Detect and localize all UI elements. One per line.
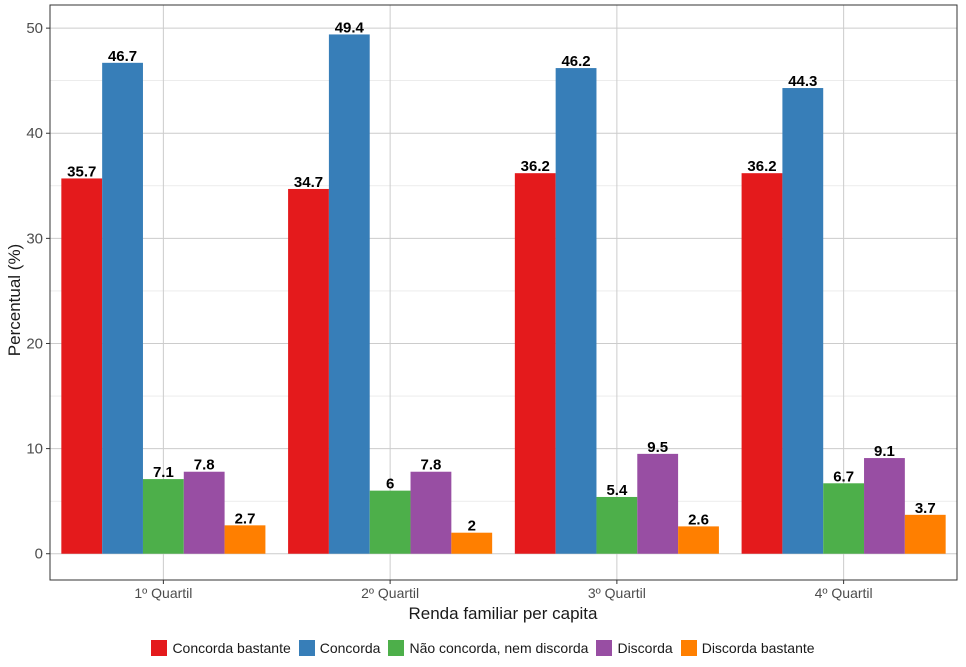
legend-label: Discorda bastante — [701, 640, 815, 656]
x-tick-label: 4º Quartil — [815, 585, 873, 601]
x-tick-label: 3º Quartil — [588, 585, 646, 601]
bar — [224, 525, 266, 554]
bar — [451, 532, 493, 554]
chart-canvas: 35.7 46.7 7.1 7.8 2.7 34.7 49.4 6 7.8 2 36.2 46.2 5.… — [5, 4, 958, 623]
data-label: 49.4 — [335, 19, 365, 36]
data-label: 6.7 — [833, 468, 854, 485]
y-tick-label: 20 — [26, 335, 43, 352]
bar — [328, 34, 370, 554]
data-label: 35.7 — [67, 163, 96, 180]
data-label: 2 — [468, 518, 476, 535]
data-label: 36.2 — [747, 158, 776, 175]
data-label: 46.7 — [108, 48, 137, 65]
bar — [823, 483, 865, 554]
legend-label: Discorda — [617, 640, 673, 656]
plot-panel-border — [49, 4, 958, 581]
bar — [637, 453, 679, 554]
legend-key — [596, 640, 613, 656]
bar — [288, 188, 329, 554]
bar — [369, 490, 411, 554]
y-tick-label: 0 — [35, 546, 43, 563]
legend-key — [298, 640, 315, 656]
data-label: 46.2 — [561, 53, 590, 70]
data-label: 34.7 — [294, 174, 323, 191]
data-label: 36.2 — [521, 158, 550, 175]
bar — [864, 458, 905, 554]
x-tick-label: 1º Quartil — [134, 585, 192, 601]
legend-label: Concorda bastante — [172, 640, 291, 656]
legend-item: Concorda bastante — [151, 640, 291, 656]
data-label: 9.1 — [874, 443, 895, 460]
y-tick-label: 30 — [26, 230, 43, 247]
bar — [741, 173, 783, 554]
legend-item: Concorda — [298, 640, 381, 656]
bar — [555, 68, 597, 554]
bars — [61, 34, 946, 554]
legend-label: Não concorda, nem discorda — [409, 640, 589, 656]
data-label: 7.1 — [153, 464, 174, 481]
x-axis-title: Renda familiar per capita — [409, 604, 599, 623]
legend-item: Discorda bastante — [680, 640, 815, 656]
data-label: 5.4 — [606, 482, 628, 499]
y-tick-label: 40 — [26, 125, 43, 142]
data-label: 7.8 — [421, 457, 442, 474]
bar — [410, 471, 452, 554]
data-label: 7.8 — [194, 457, 215, 474]
bar — [678, 526, 719, 554]
legend-key — [680, 640, 697, 656]
bar — [142, 479, 184, 554]
bar — [596, 496, 638, 554]
y-tick-label: 50 — [26, 20, 43, 37]
legend-label: Concorda — [319, 640, 381, 656]
legend-key — [151, 640, 168, 656]
legend: Concorda bastante Concorda Não concorda, n… — [0, 637, 966, 659]
data-label: 3.7 — [915, 500, 936, 517]
y-tick-label: 10 — [26, 441, 43, 458]
bar — [61, 178, 103, 554]
bar — [514, 173, 556, 554]
bar — [102, 62, 143, 554]
x-tick-label: 2º Quartil — [361, 585, 419, 601]
data-labels: 35.7 46.7 7.1 7.8 2.7 34.7 49.4 6 7.8 2 36.2 46.2 5.… — [67, 19, 936, 534]
data-label: 44.3 — [788, 73, 817, 90]
data-label: 9.5 — [647, 439, 668, 456]
bar — [904, 514, 946, 554]
data-label: 2.7 — [235, 510, 256, 527]
bar — [183, 471, 225, 554]
y-axis-ticks: 0 10 20 30 40 50 — [26, 20, 50, 563]
x-axis-ticks: 1º Quartil 2º Quartil 3º Quartil 4º Quartil — [134, 580, 873, 601]
legend-key — [388, 640, 405, 656]
legend-item: Discorda — [596, 640, 673, 656]
bar — [782, 88, 824, 554]
data-label: 2.6 — [688, 511, 709, 528]
legend-item: Não concorda, nem discorda — [388, 640, 588, 656]
y-axis-title: Percentual (%) — [5, 244, 24, 356]
data-label: 6 — [386, 476, 394, 493]
